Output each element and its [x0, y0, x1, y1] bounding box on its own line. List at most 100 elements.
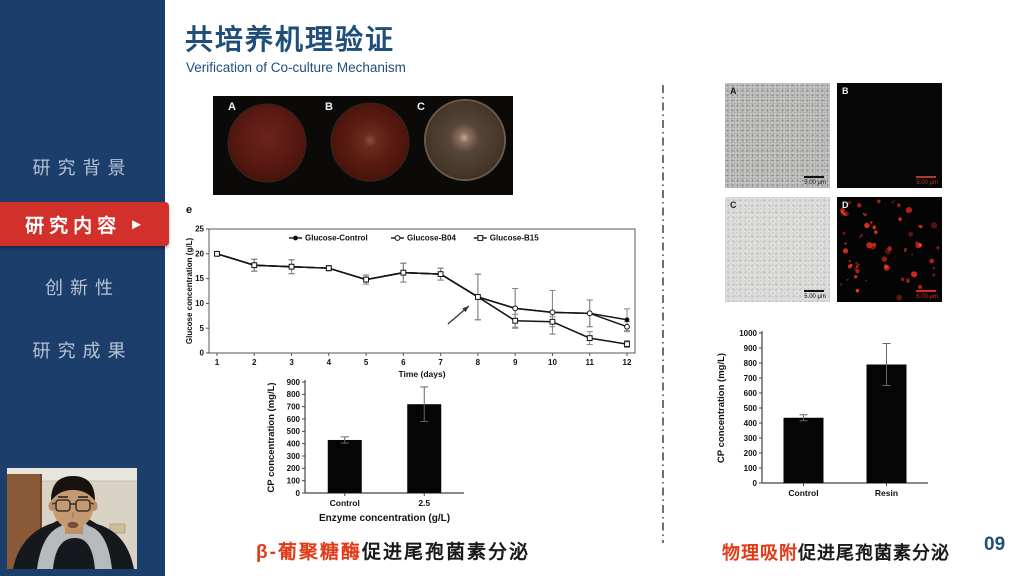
svg-text:100: 100	[287, 476, 301, 485]
svg-text:Glucose-Control: Glucose-Control	[305, 234, 368, 243]
sidebar-item-results[interactable]: 研究成果	[32, 341, 133, 361]
petri-dish-a	[229, 105, 305, 181]
scale-bar	[916, 290, 936, 292]
caption-adsorption-highlight: 物理吸附	[722, 543, 798, 563]
webcam-video	[7, 468, 137, 569]
caption-adsorption: 物理吸附促进尾孢菌素分泌	[722, 539, 950, 565]
petri-dish-figure: A B C	[213, 96, 513, 195]
webcam-presenter-image	[7, 468, 137, 569]
caption-adsorption-rest: 促进尾孢菌素分泌	[798, 543, 950, 563]
svg-text:3: 3	[289, 358, 294, 367]
page-title: 共培养机理验证	[185, 24, 396, 55]
scale-text: 5.00 μm	[916, 294, 938, 300]
svg-text:Enzyme concentration (g/L): Enzyme concentration (g/L)	[319, 513, 450, 524]
svg-text:700: 700	[744, 374, 758, 383]
svg-text:900: 900	[287, 378, 301, 387]
caption-enzyme-rest: 促进尾孢菌素分泌	[361, 542, 530, 563]
svg-text:2: 2	[252, 358, 257, 367]
micro-label-a: A	[730, 86, 737, 96]
page-number: 09	[984, 534, 1006, 555]
svg-text:600: 600	[287, 415, 301, 424]
sidebar-item-background[interactable]: 研究背景	[32, 158, 133, 178]
svg-text:900: 900	[744, 344, 758, 353]
sidebar: 研究背景 研究内容 ► 创新性 研究成果	[0, 0, 169, 576]
svg-text:8: 8	[476, 358, 481, 367]
scale-text: 5.00 μm	[916, 180, 938, 186]
svg-text:11: 11	[585, 358, 594, 367]
caption-enzyme-highlight: β-葡聚糖酶	[256, 542, 362, 563]
microscopy-panel-b: B 5.00 μm	[837, 83, 942, 188]
svg-text:Control: Control	[788, 488, 818, 498]
svg-text:Time (days): Time (days)	[398, 369, 445, 379]
svg-text:7: 7	[438, 358, 443, 367]
svg-text:Glucose-B04: Glucose-B04	[407, 234, 456, 243]
svg-text:400: 400	[287, 439, 301, 448]
svg-text:800: 800	[744, 359, 758, 368]
svg-text:1: 1	[215, 358, 220, 367]
svg-text:Control: Control	[330, 498, 360, 508]
plot: 0 100 200 300 400 500 600 700 800 900 1000 Control R…	[716, 329, 928, 498]
sidebar-active-label: 研究内容	[25, 215, 122, 237]
svg-text:400: 400	[744, 419, 758, 428]
micro-label-c: C	[730, 200, 737, 210]
scale-bar	[804, 290, 824, 292]
svg-text:2.5: 2.5	[418, 498, 430, 508]
svg-text:200: 200	[744, 449, 758, 458]
svg-text:10: 10	[548, 358, 557, 367]
petri-label-c: C	[417, 101, 425, 113]
svg-text:CP concentration (mg/L): CP concentration (mg/L)	[716, 353, 727, 463]
page-subtitle: Verification of Co-culture Mechanism	[186, 60, 406, 75]
svg-text:500: 500	[287, 427, 301, 436]
svg-text:6: 6	[401, 358, 406, 367]
svg-text:0: 0	[200, 349, 205, 358]
scale-text: 5.00 μm	[804, 180, 826, 186]
micro-label-d: D	[842, 200, 849, 210]
svg-text:20: 20	[195, 249, 204, 258]
microscopy-panel-d: D 5.00 μm	[837, 197, 942, 302]
svg-text:700: 700	[287, 402, 301, 411]
series-Glucose-Control	[214, 251, 630, 323]
sidebar-item-content-active[interactable]: 研究内容 ►	[0, 202, 169, 246]
svg-text:800: 800	[287, 390, 301, 399]
svg-text:1000: 1000	[739, 329, 757, 338]
svg-text:300: 300	[287, 452, 301, 461]
series-Glucose-B04	[214, 250, 630, 330]
sidebar-item-innovation[interactable]: 创新性	[45, 278, 120, 298]
fluorescence-dots	[839, 199, 940, 301]
petri-label-b: B	[325, 101, 333, 113]
svg-text:100: 100	[744, 464, 758, 473]
svg-text:0: 0	[296, 489, 301, 498]
svg-text:Glucose-B15: Glucose-B15	[490, 234, 539, 243]
petri-dish-b	[332, 104, 408, 180]
svg-text:10: 10	[195, 299, 204, 308]
svg-text:600: 600	[744, 389, 758, 398]
section-divider	[662, 85, 664, 543]
svg-text:15: 15	[195, 274, 204, 283]
svg-text:9: 9	[513, 358, 518, 367]
svg-text:Resin: Resin	[875, 488, 898, 498]
svg-text:500: 500	[744, 404, 758, 413]
svg-text:300: 300	[744, 434, 758, 443]
plot: 0 100 200 300 400 500 600 700 800 900 Control 2.5 En…	[266, 378, 464, 524]
micro-label-b: B	[842, 86, 849, 96]
svg-text:4: 4	[327, 358, 332, 367]
caption-enzyme: β-葡聚糖酶促进尾孢菌素分泌	[256, 537, 530, 564]
svg-text:200: 200	[287, 464, 301, 473]
svg-text:25: 25	[195, 225, 204, 234]
resin-bar-chart: 0 100 200 300 400 500 600 700 800 900 1000 Control R…	[716, 329, 928, 498]
svg-text:5: 5	[364, 358, 369, 367]
petri-label-a: A	[228, 101, 236, 113]
svg-text:CP concentration (mg/L): CP concentration (mg/L)	[266, 382, 277, 492]
microscopy-panel-a: A 5.00 μm	[725, 83, 830, 188]
svg-text:Glucose concentration (g/L): Glucose concentration (g/L)	[185, 238, 194, 345]
svg-text:0: 0	[753, 479, 758, 488]
enzyme-bar-chart: 0 100 200 300 400 500 600 700 800 900 Control 2.5 En…	[266, 378, 464, 524]
scale-text: 5.00 μm	[804, 294, 826, 300]
svg-text:e: e	[186, 204, 192, 216]
petri-dish-c	[426, 101, 504, 179]
microscopy-panel-c: C 5.00 μm	[725, 197, 830, 302]
svg-text:5: 5	[200, 324, 205, 333]
